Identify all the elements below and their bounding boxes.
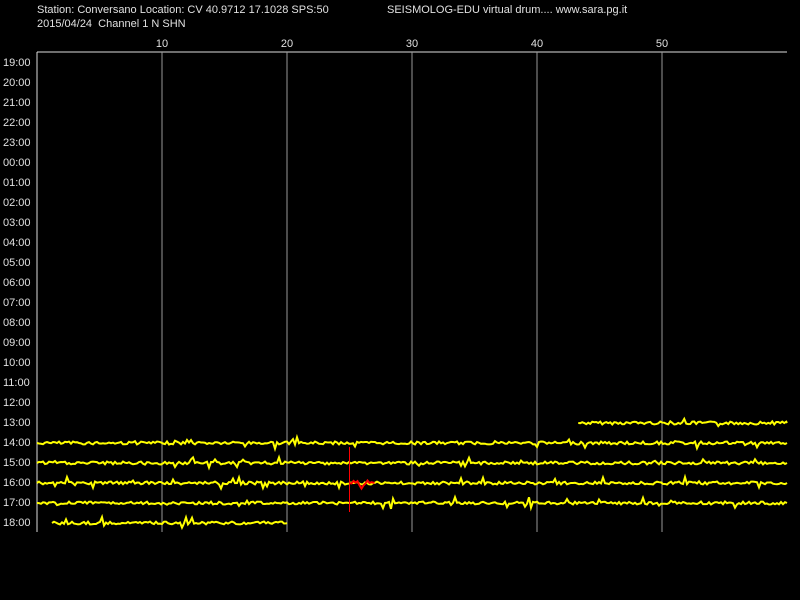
x-tick-label: 10 [156,38,168,50]
hour-label: 15:00 [3,457,31,469]
channel-info: 2015/04/24 Channel 1 N SHN [37,18,186,30]
x-tick-label: 40 [531,38,543,50]
trace [36,473,788,491]
hour-label: 01:00 [3,177,31,189]
trace [578,416,788,428]
app-info: SEISMOLOG-EDU virtual drum.... www.sara.… [387,4,627,16]
hour-label: 17:00 [3,497,31,509]
hour-label: 06:00 [3,277,31,289]
hour-label: 04:00 [3,237,31,249]
hour-label: 20:00 [3,77,31,89]
hour-label: 12:00 [3,397,31,409]
hour-label: 07:00 [3,297,31,309]
hour-label: 13:00 [3,417,31,429]
hour-label: 03:00 [3,217,31,229]
hour-label: 08:00 [3,317,31,329]
hour-label: 22:00 [3,117,31,129]
x-tick-label: 20 [281,38,293,50]
hour-label: 10:00 [3,357,31,369]
trace [51,513,288,531]
hour-label: 19:00 [3,57,31,69]
trace [36,494,788,512]
hour-label: 21:00 [3,97,31,109]
hour-label: 14:00 [3,437,31,449]
hour-label: 09:00 [3,337,31,349]
x-tick-label: 30 [406,38,418,50]
trace [36,433,788,453]
hour-label: 05:00 [3,257,31,269]
station-info: Station: Conversano Location: CV 40.9712… [37,4,329,16]
event-trace [349,478,375,491]
trace [36,454,788,471]
x-tick-label: 50 [656,38,668,50]
hour-label: 23:00 [3,137,31,149]
hour-label: 02:00 [3,197,31,209]
hour-label: 18:00 [3,517,31,529]
hour-label: 11:00 [3,377,30,389]
hour-label: 00:00 [3,157,31,169]
hour-label: 16:00 [3,477,31,489]
